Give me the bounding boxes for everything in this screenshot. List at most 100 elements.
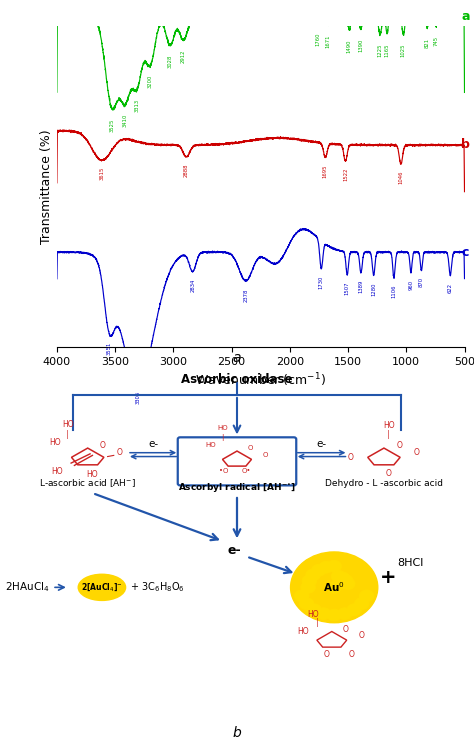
Text: 2834: 2834 xyxy=(190,279,195,292)
Text: HO: HO xyxy=(206,442,216,448)
Text: |: | xyxy=(387,430,390,439)
Circle shape xyxy=(311,564,326,576)
Text: 870: 870 xyxy=(419,277,424,288)
Y-axis label: Transmittance (%): Transmittance (%) xyxy=(40,129,53,244)
Text: 3306: 3306 xyxy=(135,390,140,403)
Circle shape xyxy=(302,575,317,587)
Text: 2888: 2888 xyxy=(184,164,189,177)
Circle shape xyxy=(291,552,378,623)
Text: 1730: 1730 xyxy=(319,276,324,290)
Circle shape xyxy=(347,604,362,616)
Text: 1760: 1760 xyxy=(315,33,320,46)
Text: |: | xyxy=(316,618,319,627)
Text: 8HCl: 8HCl xyxy=(397,558,423,568)
Text: 3313: 3313 xyxy=(135,99,139,112)
Text: O•: O• xyxy=(242,468,251,474)
Text: HO: HO xyxy=(383,421,394,430)
Ellipse shape xyxy=(78,574,126,601)
Circle shape xyxy=(307,604,321,616)
Text: |: | xyxy=(66,430,69,439)
Text: O: O xyxy=(343,624,349,633)
Text: O: O xyxy=(100,441,106,450)
Text: HO: HO xyxy=(87,470,98,479)
Text: Ascorbic oxidase: Ascorbic oxidase xyxy=(181,373,293,386)
Text: •O: •O xyxy=(219,468,228,474)
Circle shape xyxy=(319,561,334,573)
Circle shape xyxy=(294,590,309,602)
Text: HO: HO xyxy=(307,610,319,619)
X-axis label: Wavenumber (cm$^{-1}$): Wavenumber (cm$^{-1}$) xyxy=(195,371,326,389)
Circle shape xyxy=(355,598,369,610)
Text: O: O xyxy=(413,447,419,456)
Text: O: O xyxy=(386,469,392,478)
Text: 2378: 2378 xyxy=(243,288,248,302)
Text: 1507: 1507 xyxy=(345,282,350,295)
Circle shape xyxy=(301,581,316,593)
Text: 1106: 1106 xyxy=(392,285,396,298)
Text: 2912: 2912 xyxy=(181,49,186,63)
Circle shape xyxy=(327,581,341,593)
Text: 1389: 1389 xyxy=(358,280,364,294)
Text: 960: 960 xyxy=(409,279,413,290)
Text: 1522: 1522 xyxy=(343,168,348,182)
Circle shape xyxy=(327,560,341,572)
Text: e-: e- xyxy=(228,545,241,557)
Text: HO: HO xyxy=(62,420,73,429)
Text: c: c xyxy=(461,246,468,258)
Text: 1280: 1280 xyxy=(371,282,376,297)
Text: e-: e- xyxy=(316,439,327,449)
Text: O: O xyxy=(349,651,355,660)
Text: 1671: 1671 xyxy=(326,34,331,48)
Text: 2HAuCl$_4$: 2HAuCl$_4$ xyxy=(5,580,49,595)
Circle shape xyxy=(337,608,352,620)
Circle shape xyxy=(299,598,314,610)
Circle shape xyxy=(340,578,355,589)
Text: Ascorbyl radical [AH$^{-•}$]: Ascorbyl radical [AH$^{-•}$] xyxy=(178,481,296,495)
Text: 1390: 1390 xyxy=(358,39,364,52)
Text: 622: 622 xyxy=(448,282,453,293)
Text: O: O xyxy=(247,445,253,451)
Text: L-ascorbic acid [AH$^{-}$]: L-ascorbic acid [AH$^{-}$] xyxy=(39,477,136,489)
Text: 1695: 1695 xyxy=(323,164,328,178)
Text: 3410: 3410 xyxy=(123,114,128,127)
Circle shape xyxy=(359,590,374,602)
Text: 3525: 3525 xyxy=(109,119,115,132)
Text: b: b xyxy=(461,138,470,152)
Text: Dehydro - L -ascorbic acid: Dehydro - L -ascorbic acid xyxy=(325,479,443,489)
Text: HO: HO xyxy=(50,438,61,447)
Text: + 3C$_6$H$_8$O$_6$: + 3C$_6$H$_8$O$_6$ xyxy=(130,580,185,595)
Text: O: O xyxy=(396,441,402,450)
Text: 3551: 3551 xyxy=(107,341,112,355)
Text: 1046: 1046 xyxy=(399,170,403,184)
Text: 2[AuCl$_4$]$^{-}$: 2[AuCl$_4$]$^{-}$ xyxy=(81,581,123,593)
Text: +: + xyxy=(380,568,396,587)
Text: 3028: 3028 xyxy=(168,55,173,68)
Text: a: a xyxy=(233,351,241,365)
Text: HO: HO xyxy=(218,424,228,430)
Text: O: O xyxy=(358,631,364,640)
Circle shape xyxy=(327,609,341,621)
Text: 3615: 3615 xyxy=(99,167,104,180)
Text: |: | xyxy=(221,434,224,441)
Circle shape xyxy=(338,574,353,586)
Text: 3200: 3200 xyxy=(147,75,153,88)
Circle shape xyxy=(306,569,320,581)
Circle shape xyxy=(335,572,350,584)
Text: O: O xyxy=(324,651,330,660)
Text: e-: e- xyxy=(148,439,158,449)
Text: 1225: 1225 xyxy=(378,44,383,58)
Text: Au$^0$: Au$^0$ xyxy=(323,580,345,595)
Text: 1025: 1025 xyxy=(401,44,406,58)
Text: 1490: 1490 xyxy=(346,40,352,53)
Text: HO: HO xyxy=(298,627,309,636)
Circle shape xyxy=(331,571,346,583)
Text: 745: 745 xyxy=(434,36,438,46)
Text: a: a xyxy=(461,10,470,23)
Text: 821: 821 xyxy=(425,38,429,48)
Circle shape xyxy=(316,608,331,620)
Text: b: b xyxy=(233,726,241,740)
Text: HO: HO xyxy=(51,467,63,476)
Text: O: O xyxy=(348,453,354,462)
Text: O: O xyxy=(263,453,268,459)
Text: O: O xyxy=(117,447,123,456)
